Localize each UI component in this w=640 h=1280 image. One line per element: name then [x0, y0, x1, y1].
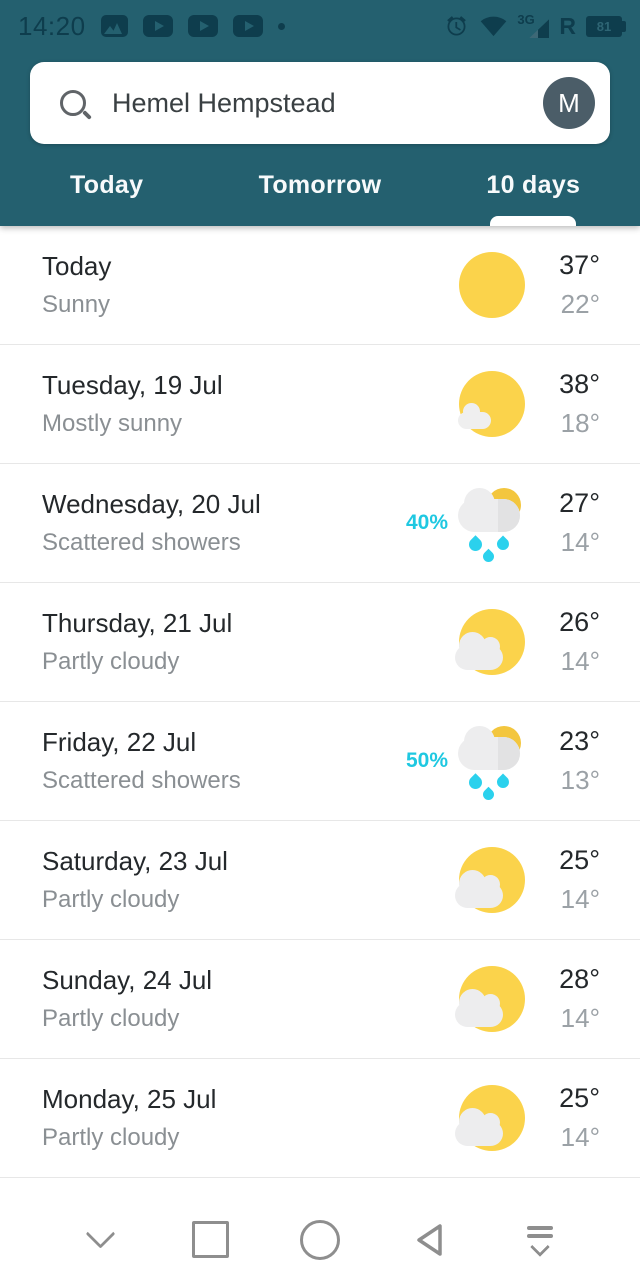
cellular-signal-icon: 3G: [517, 12, 550, 39]
search-input[interactable]: [110, 86, 543, 120]
partly-cloudy-weather-icon: [455, 963, 528, 1035]
forecast-row-thursday[interactable]: Thursday, 21 Jul Partly cloudy 26° 14°: [0, 583, 640, 702]
high-temp: 27°: [559, 488, 600, 518]
high-temp: 25°: [559, 1083, 600, 1113]
sun-icon: [459, 252, 525, 318]
avatar[interactable]: M: [543, 77, 595, 129]
forecast-row-sunday[interactable]: Sunday, 24 Jul Partly cloudy 28° 14°: [0, 940, 640, 1059]
active-tab-indicator: [490, 216, 577, 226]
forecast-row-wednesday[interactable]: Wednesday, 20 Jul Scattered showers 40% …: [0, 464, 640, 583]
high-temp: 26°: [559, 607, 600, 637]
forecast-day: Thursday, 21 Jul: [42, 608, 233, 638]
partly-cloudy-weather-icon: [455, 844, 528, 916]
forecast-condition: Partly cloudy: [42, 1124, 180, 1151]
raindrop-icon: [480, 548, 497, 565]
nav-hide-button[interactable]: [78, 1218, 122, 1262]
youtube-notification-icon: [142, 15, 173, 37]
forecast-row-saturday[interactable]: Saturday, 23 Jul Partly cloudy 25° 14°: [0, 821, 640, 940]
forecast-row-friday[interactable]: Friday, 22 Jul Scattered showers 50% 23°…: [0, 702, 640, 821]
forecast-condition: Scattered showers: [42, 529, 241, 556]
forecast-list: Today Sunny 37° 22° Tuesday, 19 Jul Most…: [0, 226, 640, 1178]
forecast-condition: Partly cloudy: [42, 886, 180, 913]
forecast-row-tuesday[interactable]: Tuesday, 19 Jul Mostly sunny 38° 18°: [0, 345, 640, 464]
roaming-indicator: R: [559, 12, 576, 39]
raindrop-icon: [494, 535, 512, 553]
cloud-icon: [455, 989, 503, 1027]
tab-today[interactable]: Today: [70, 170, 144, 199]
high-temp: 23°: [559, 726, 600, 756]
cloud-icon: [455, 1108, 503, 1146]
raindrop-icon: [466, 535, 485, 554]
low-temp: 14°: [560, 646, 600, 676]
pulldown-arrow-icon: [527, 1225, 553, 1257]
nav-back-button[interactable]: [408, 1218, 452, 1262]
partly-cloudy-weather-icon: [455, 606, 528, 678]
sunny-weather-icon: [456, 249, 528, 321]
chevron-down-icon: [85, 1218, 115, 1249]
raindrop-icon: [494, 773, 512, 791]
low-temp: 14°: [560, 527, 600, 557]
nav-pulldown-button[interactable]: [518, 1218, 562, 1262]
low-temp: 14°: [560, 1003, 600, 1033]
network-type-label: 3G: [517, 12, 535, 27]
forecast-day: Today: [42, 251, 112, 281]
forecast-day: Sunday, 24 Jul: [42, 965, 213, 995]
forecast-row-monday[interactable]: Monday, 25 Jul Partly cloudy 25° 14°: [0, 1059, 640, 1178]
forecast-condition: Scattered showers: [42, 767, 241, 794]
nav-home-button[interactable]: [298, 1218, 342, 1262]
forecast-day: Wednesday, 20 Jul: [42, 489, 261, 519]
precip-chance: 50%: [405, 749, 448, 772]
raindrop-icon: [466, 773, 485, 792]
forecast-day: Tuesday, 19 Jul: [42, 370, 223, 400]
raindrop-icon: [480, 786, 497, 803]
high-temp: 37°: [559, 250, 600, 280]
forecast-day: Saturday, 23 Jul: [42, 846, 228, 876]
cloud-icon: [458, 403, 491, 429]
system-nav-bar: [0, 1178, 640, 1279]
nav-recents-button[interactable]: [188, 1218, 232, 1262]
app-header: 14:20 3G R 81 M Today Tomorrow 10 days: [0, 0, 640, 226]
forecast-tabs: Today Tomorrow 10 days: [0, 144, 640, 226]
home-circle-icon: [300, 1219, 340, 1260]
search-icon: [60, 90, 86, 116]
high-temp: 25°: [559, 845, 600, 875]
low-temp: 18°: [560, 408, 600, 438]
scattered-showers-weather-icon: [456, 725, 528, 803]
forecast-condition: Partly cloudy: [42, 1005, 180, 1032]
low-temp: 13°: [560, 765, 600, 795]
tab-tomorrow[interactable]: Tomorrow: [258, 170, 382, 199]
wifi-icon: [481, 16, 507, 36]
search-bar[interactable]: M: [30, 62, 610, 144]
alarm-icon: [447, 15, 467, 35]
cloud-icon: [458, 488, 520, 532]
back-triangle-icon: [417, 1223, 442, 1256]
low-temp: 22°: [560, 289, 600, 319]
high-temp: 38°: [559, 369, 600, 399]
forecast-condition: Sunny: [42, 291, 111, 318]
cloud-icon: [455, 870, 503, 908]
clock-time: 14:20: [18, 10, 86, 41]
gallery-notification-icon: [100, 15, 128, 37]
low-temp: 14°: [560, 884, 600, 914]
dot-notification-icon: [277, 22, 285, 30]
precip-chance: 40%: [405, 511, 448, 534]
cloud-icon: [458, 726, 520, 770]
forecast-condition: Partly cloudy: [42, 648, 180, 675]
high-temp: 28°: [559, 964, 600, 994]
forecast-day: Friday, 22 Jul: [42, 727, 197, 757]
scattered-showers-weather-icon: [456, 487, 528, 565]
recents-square-icon: [191, 1221, 229, 1258]
low-temp: 14°: [560, 1122, 600, 1152]
battery-icon: 81: [586, 15, 626, 37]
forecast-row-today[interactable]: Today Sunny 37° 22°: [0, 226, 640, 345]
partly-cloudy-weather-icon: [455, 1082, 528, 1154]
forecast-day: Monday, 25 Jul: [42, 1084, 217, 1114]
mostly-sunny-weather-icon: [456, 368, 528, 440]
cloud-icon: [455, 632, 503, 670]
youtube-notification-icon: [187, 15, 218, 37]
status-bar: 14:20 3G R 81: [0, 0, 640, 48]
tab-10-days[interactable]: 10 days: [427, 144, 640, 226]
forecast-condition: Mostly sunny: [42, 410, 183, 437]
youtube-notification-icon: [232, 15, 263, 37]
